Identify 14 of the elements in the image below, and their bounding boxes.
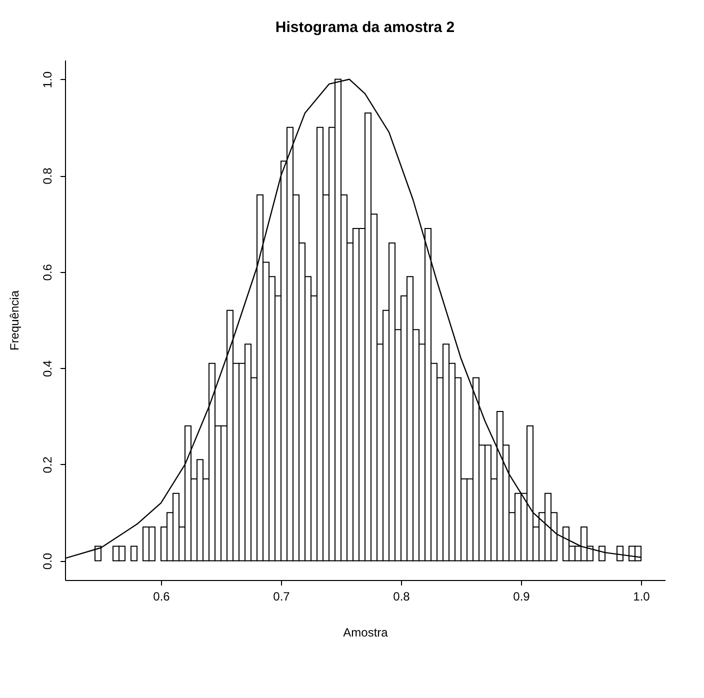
y-tick-label: 0.0 — [40, 552, 54, 570]
x-tick-label: 0.9 — [513, 590, 530, 604]
chart-title: Histograma da amostra 2 — [275, 19, 455, 36]
y-tick-label: 0.8 — [40, 167, 54, 184]
x-tick-label: 1.0 — [633, 590, 650, 604]
x-tick-label: 0.7 — [273, 590, 290, 604]
y-tick-label: 1.0 — [40, 71, 54, 88]
y-tick-label: 0.2 — [40, 456, 54, 474]
y-tick-label: 0.6 — [40, 264, 54, 281]
x-axis-title: Amostra — [343, 626, 388, 640]
y-tick-label: 0.4 — [40, 360, 54, 377]
x-tick-label: 0.6 — [153, 590, 170, 604]
y-axis-title: Frequência — [8, 290, 22, 351]
x-tick-label: 0.8 — [393, 590, 410, 604]
